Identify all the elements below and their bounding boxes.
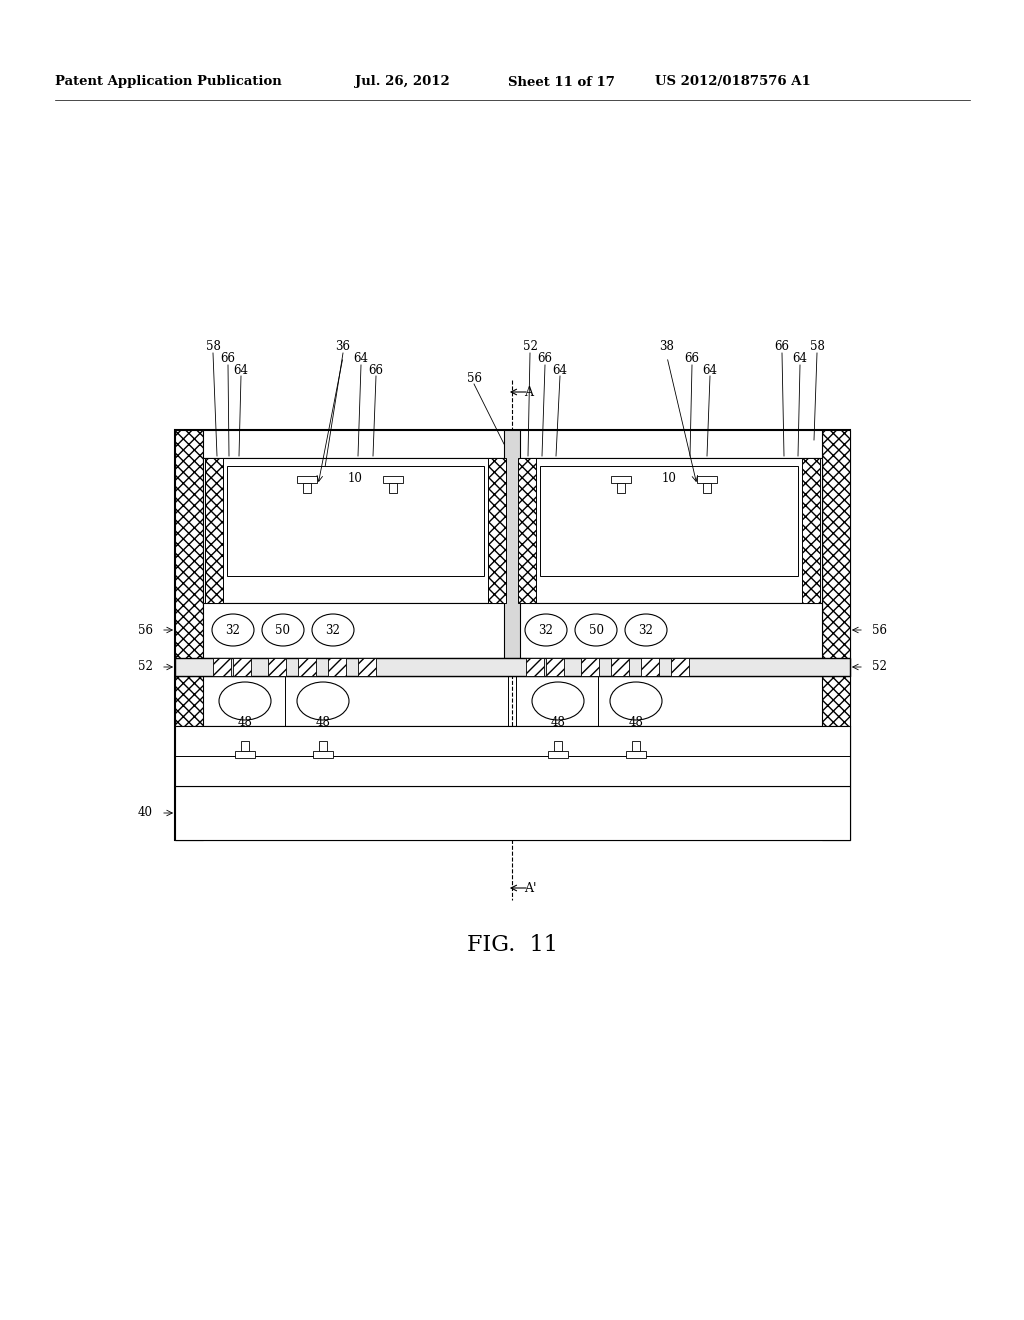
Bar	[488, 458, 506, 603]
Bar	[233, 657, 251, 676]
Text: Sheet 11 of 17: Sheet 11 of 17	[508, 75, 614, 88]
Bar	[203, 458, 508, 603]
Text: 66: 66	[369, 363, 384, 376]
Ellipse shape	[525, 614, 567, 645]
Text: 40: 40	[138, 807, 153, 820]
Text: 52: 52	[522, 341, 538, 354]
Ellipse shape	[610, 682, 662, 719]
Bar	[268, 657, 286, 676]
Text: 58: 58	[810, 341, 824, 354]
Bar	[319, 741, 327, 751]
Bar	[504, 430, 520, 657]
Text: 64: 64	[702, 363, 718, 376]
Text: 32: 32	[326, 623, 340, 636]
Bar	[297, 477, 317, 483]
Bar	[611, 657, 629, 676]
Text: 64: 64	[353, 352, 369, 366]
Bar	[175, 430, 203, 840]
Ellipse shape	[625, 614, 667, 645]
Bar	[303, 483, 311, 492]
Text: 64: 64	[553, 363, 567, 376]
Ellipse shape	[575, 614, 617, 645]
Ellipse shape	[312, 614, 354, 645]
Text: A': A'	[524, 882, 537, 895]
Ellipse shape	[212, 614, 254, 645]
Text: 66: 66	[220, 352, 236, 366]
Bar	[383, 477, 403, 483]
Ellipse shape	[532, 682, 584, 719]
Text: FIG.  11: FIG. 11	[467, 935, 557, 956]
Bar	[540, 466, 798, 576]
Bar	[581, 657, 599, 676]
Bar	[697, 477, 717, 483]
Bar	[526, 657, 544, 676]
Bar	[203, 603, 508, 657]
Bar	[241, 741, 249, 751]
Bar	[205, 458, 223, 603]
Text: 38: 38	[659, 341, 675, 354]
Text: 66: 66	[684, 352, 699, 366]
Bar	[626, 751, 646, 758]
Text: 66: 66	[538, 352, 553, 366]
Bar	[175, 657, 850, 676]
Bar	[389, 483, 397, 492]
Text: 32: 32	[539, 623, 553, 636]
Text: 64: 64	[233, 363, 249, 376]
Text: 32: 32	[225, 623, 241, 636]
Text: 56: 56	[138, 623, 153, 636]
Text: 50: 50	[589, 623, 603, 636]
Text: 36: 36	[336, 341, 350, 354]
Text: 48: 48	[629, 717, 643, 730]
Text: 10: 10	[347, 471, 362, 484]
Bar	[175, 430, 850, 840]
Bar	[671, 657, 689, 676]
Bar	[611, 477, 631, 483]
Text: 64: 64	[793, 352, 808, 366]
Text: Jul. 26, 2012: Jul. 26, 2012	[355, 75, 450, 88]
Bar	[516, 458, 822, 603]
Text: 32: 32	[639, 623, 653, 636]
Bar	[234, 751, 255, 758]
Ellipse shape	[297, 682, 349, 719]
Bar	[175, 726, 850, 785]
Bar	[298, 657, 316, 676]
Bar	[516, 603, 822, 657]
Bar	[554, 741, 562, 751]
Text: 50: 50	[275, 623, 291, 636]
Bar	[227, 466, 484, 576]
Text: 52: 52	[872, 660, 887, 673]
Bar	[328, 657, 346, 676]
Text: 56: 56	[467, 371, 481, 384]
Bar	[641, 657, 659, 676]
Bar	[617, 483, 625, 492]
Text: 56: 56	[872, 623, 887, 636]
Bar	[175, 785, 850, 840]
Text: 58: 58	[206, 341, 220, 354]
Text: 10: 10	[662, 471, 677, 484]
Text: 66: 66	[774, 341, 790, 354]
Text: 48: 48	[315, 717, 331, 730]
Bar	[548, 751, 568, 758]
Text: Patent Application Publication: Patent Application Publication	[55, 75, 282, 88]
Text: 52: 52	[138, 660, 153, 673]
Text: 48: 48	[551, 717, 565, 730]
Bar	[203, 430, 822, 458]
Bar	[518, 458, 536, 603]
Bar	[213, 657, 231, 676]
Text: 48: 48	[238, 717, 253, 730]
Bar	[313, 751, 333, 758]
Bar	[703, 483, 711, 492]
Bar	[358, 657, 376, 676]
Bar	[802, 458, 820, 603]
Bar	[822, 430, 850, 840]
Bar	[546, 657, 564, 676]
Bar	[632, 741, 640, 751]
Ellipse shape	[219, 682, 271, 719]
Ellipse shape	[262, 614, 304, 645]
Text: A: A	[524, 385, 534, 399]
Text: US 2012/0187576 A1: US 2012/0187576 A1	[655, 75, 811, 88]
